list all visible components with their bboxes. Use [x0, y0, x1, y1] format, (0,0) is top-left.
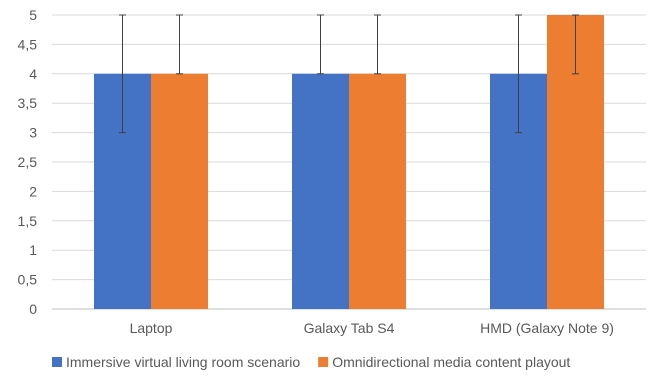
y-tick-label: 1 [29, 242, 37, 258]
x-axis-labels: Laptop Galaxy Tab S4 HMD (Galaxy Note 9) [130, 320, 614, 336]
bars [94, 15, 604, 309]
error-bars [119, 14, 579, 134]
y-tick-label: 3,5 [18, 95, 38, 111]
x-tick-label: Galaxy Tab S4 [304, 320, 395, 336]
legend-swatch [52, 357, 62, 367]
y-tick-label: 4 [29, 66, 37, 82]
legend-label: Omnidirectional media content playout [332, 354, 570, 370]
bar-series-2-2 [349, 73, 406, 309]
y-tick-label: 0,5 [18, 272, 38, 288]
y-axis-ticks: 0 0,5 1 1,5 2 2,5 3 3,5 4 4,5 5 [18, 7, 38, 317]
bar-series-2-1 [151, 73, 208, 309]
y-tick-label: 3 [29, 125, 37, 141]
x-tick-label: HMD (Galaxy Note 9) [480, 320, 614, 336]
x-tick-label: Laptop [130, 320, 173, 336]
y-tick-label: 5 [29, 7, 37, 23]
y-tick-label: 2 [29, 183, 37, 199]
y-tick-label: 0 [29, 301, 37, 317]
legend-label: Immersive virtual living room scenario [66, 354, 300, 370]
y-tick-label: 2,5 [18, 154, 38, 170]
legend: Immersive virtual living room scenario Om… [52, 354, 570, 370]
legend-swatch [318, 357, 329, 367]
y-tick-label: 4,5 [18, 36, 38, 52]
y-tick-label: 1,5 [18, 213, 38, 229]
bar-series-1-2 [292, 73, 349, 309]
